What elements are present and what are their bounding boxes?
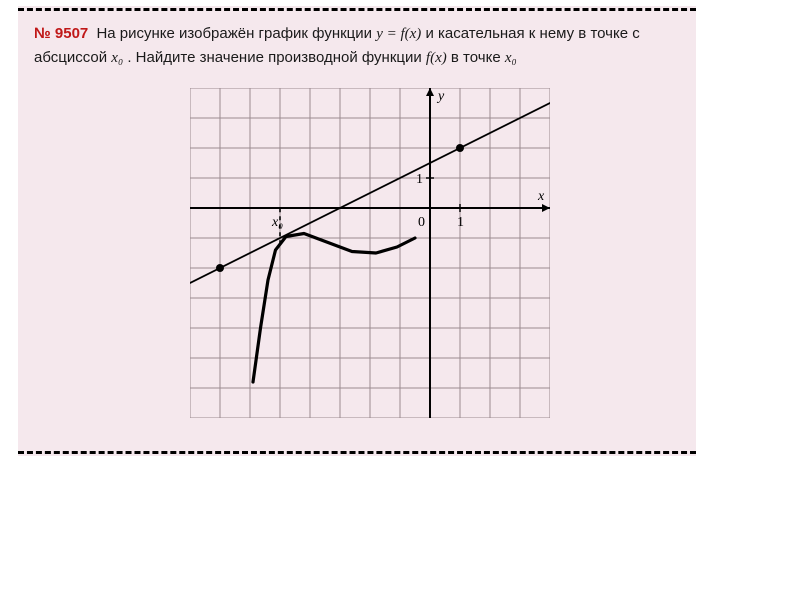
svg-text:x₀: x₀ — [271, 215, 283, 230]
x0-ref-2: x₀ — [505, 50, 517, 66]
text-part-1: На рисунке изображён график функции — [96, 25, 376, 42]
equation-y-fx: y = f(x) — [376, 26, 421, 42]
text-part-3: . Найдите значение производной функции — [127, 49, 426, 66]
problem-text: № 9507 На рисунке изображён график функц… — [34, 22, 680, 71]
svg-text:x: x — [537, 189, 545, 204]
graph-figure: 0 1 1 x y x₀ — [190, 88, 550, 418]
x0-ref-1: x₀ — [111, 50, 123, 66]
graph-svg: 0 1 1 x y x₀ — [190, 88, 550, 418]
top-dashed-border — [18, 8, 696, 11]
bottom-dashed-border — [18, 451, 696, 454]
text-part-4: в точке — [451, 49, 505, 66]
svg-text:1: 1 — [416, 172, 423, 187]
svg-text:1: 1 — [457, 215, 464, 230]
equation-fx: f(x) — [426, 50, 447, 66]
problem-panel: № 9507 На рисунке изображён график функц… — [18, 6, 696, 456]
svg-text:y: y — [436, 89, 445, 104]
svg-text:0: 0 — [418, 215, 425, 230]
problem-number: № 9507 — [34, 25, 88, 42]
